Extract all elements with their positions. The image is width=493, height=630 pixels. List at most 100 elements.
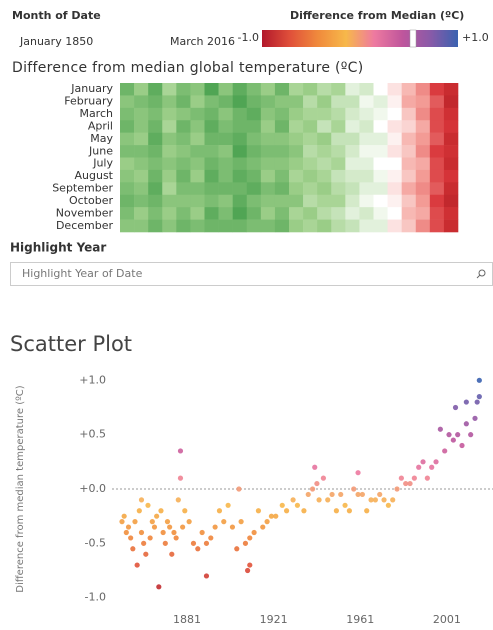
point [463,421,469,427]
heat-cell [303,207,318,220]
heat-cell [134,95,149,109]
heat-cell [148,120,163,133]
heat-cell [331,194,346,208]
heat-cell [443,95,459,109]
heat-cell [415,95,431,109]
point [145,502,151,508]
heat-cell [429,83,445,96]
heat-cell [232,169,248,183]
heat-cell [345,95,360,109]
heat-cell [373,194,388,208]
point [247,562,253,568]
heat-cell [387,145,402,158]
point [167,524,173,530]
heat-cell [429,169,445,183]
heat-cell [429,107,445,121]
point [342,502,348,508]
heat-cell [331,132,346,146]
heat-cell [246,207,262,220]
heat-cell [176,132,191,146]
heat-cell [162,120,177,133]
heat-cell [232,95,248,109]
point [177,475,184,481]
heat-cell [162,207,177,220]
heat-cell [162,83,177,96]
heat-cell [317,145,332,158]
x-tick-label: 1961 [346,613,374,626]
heat-cell [443,145,459,158]
heat-cell [359,107,374,121]
point [130,546,136,552]
point [411,475,417,481]
heat-cell [345,194,360,208]
point [141,540,147,546]
heat-cell [373,107,388,121]
heat-cell [443,207,459,220]
heat-cell [331,157,346,171]
heat-cell [176,207,191,220]
point [180,524,186,530]
heat-cell [260,157,276,171]
month-label: February [64,95,113,108]
heat-cell [274,107,290,121]
heat-cell [429,207,445,220]
point [149,519,155,525]
x-tick-label: 1881 [173,613,201,626]
legend-min: -1.0 [238,31,259,44]
point [472,415,478,421]
month-label: November [56,206,114,219]
heat-cell [289,194,304,208]
heat-cell [232,157,248,171]
heat-cell [331,219,346,233]
heat-cell [387,169,402,183]
heat-cell [232,145,248,158]
filter-end[interactable]: March 2016 [170,35,235,48]
point [160,529,166,536]
heat-cell [317,194,332,208]
y-tick-label: -1.0 [85,591,106,604]
heat-cell [232,107,248,121]
filter-start[interactable]: January 1850 [19,35,93,48]
point [301,508,307,514]
heat-cell [317,207,332,220]
heat-cell [148,95,163,109]
heat-cell [345,169,360,183]
point [221,519,227,525]
heat-cell [359,207,374,220]
point [238,519,244,525]
heat-cell [429,219,445,233]
point [309,486,316,492]
heat-cell [260,132,276,146]
point [199,529,205,536]
heat-cell [134,145,149,158]
heat-cell [190,95,205,109]
heat-cell [303,107,318,121]
heat-cell [331,207,346,220]
heat-cell [120,120,135,133]
point [147,535,153,541]
heat-cell [204,120,219,133]
legend-marker [409,29,417,48]
heat-cell [218,157,233,171]
heat-cell [148,194,163,208]
heat-cell [246,219,262,233]
point [437,426,443,432]
heat-cell [176,157,191,171]
heat-cell [218,120,233,133]
heat-cell [331,169,346,183]
heat-cell [345,145,360,158]
heat-cell [134,182,149,196]
point [338,491,344,498]
heatmap-title: Difference from median global temperatur… [12,60,364,76]
heat-cell [176,169,191,183]
heat-cell [373,83,388,96]
point [229,524,236,530]
heat-cell [148,219,163,233]
point [294,502,301,508]
heat-cell [401,120,417,133]
heat-cell [218,207,233,220]
heat-cell [176,107,191,121]
legend-bar [262,30,458,47]
heat-cell [429,95,445,109]
heat-cell [204,107,219,121]
